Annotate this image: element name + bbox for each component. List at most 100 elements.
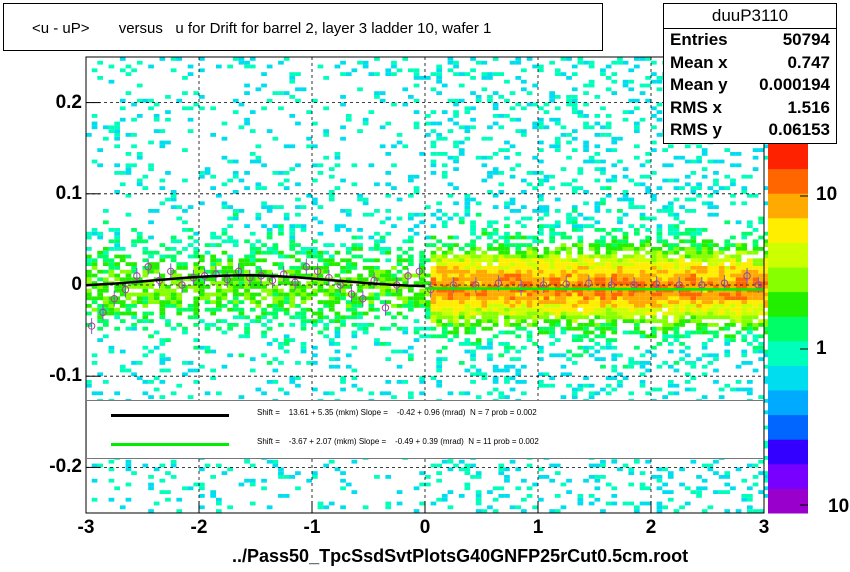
heatmap-cell: [481, 136, 488, 141]
heatmap-cell: [645, 300, 651, 304]
heatmap-cell: [153, 269, 160, 274]
heatmap-cell: [425, 273, 431, 278]
heatmap-cell: [334, 467, 341, 472]
heatmap-cell: [656, 79, 663, 84]
heatmap-cell: [707, 315, 714, 320]
heatmap-cell: [560, 269, 567, 274]
heatmap-cell: [747, 292, 753, 297]
heatmap-cell: [232, 304, 239, 308]
heatmap-cell: [764, 399, 770, 403]
heatmap-cell: [656, 467, 663, 472]
heatmap-cell: [125, 368, 132, 373]
heatmap-cell: [504, 380, 510, 384]
heatmap-cell: [538, 254, 544, 259]
heatmap-cell: [509, 266, 516, 270]
legend-text: Shift = 13.61 + 5.35 (mkm) Slope = -0.42…: [257, 408, 537, 417]
heatmap-cell: [521, 319, 527, 323]
heatmap-cell: [628, 98, 635, 103]
heatmap-cell: [701, 372, 708, 377]
heatmap-cell: [153, 117, 160, 122]
heatmap-cell: [667, 231, 674, 236]
heatmap-cell: [103, 288, 109, 293]
heatmap-cell: [244, 334, 250, 339]
heatmap-cell: [492, 292, 499, 297]
heatmap-cell: [707, 304, 714, 308]
heatmap-cell: [758, 216, 764, 221]
heatmap-cell: [566, 220, 572, 225]
heatmap-cell: [204, 307, 211, 312]
heatmap-cell: [577, 250, 584, 255]
heatmap-cell: [526, 315, 533, 320]
heatmap-cell: [481, 231, 488, 236]
heatmap-cell: [419, 292, 425, 297]
heatmap-cell: [481, 376, 488, 380]
heatmap-cell: [436, 296, 442, 301]
heatmap-cell: [312, 250, 318, 255]
heatmap-cell: [679, 205, 685, 209]
heatmap-cell: [125, 167, 132, 171]
heatmap-cell: [628, 330, 635, 335]
heatmap-cell: [679, 307, 685, 312]
heatmap-cell: [622, 269, 629, 274]
heatmap-cell: [289, 475, 296, 479]
heatmap-cell: [656, 250, 663, 255]
heatmap-cell: [611, 304, 618, 308]
heatmap-cell: [108, 64, 115, 69]
heatmap-cell: [266, 304, 273, 308]
heatmap-cell: [114, 311, 120, 316]
heatmap-cell: [114, 228, 120, 232]
heatmap-cell: [560, 277, 567, 282]
heatmap-cell: [204, 277, 211, 282]
heatmap-cell: [419, 262, 425, 266]
heatmap-cell: [617, 216, 623, 221]
heatmap-cell: [278, 323, 284, 327]
heatmap-cell: [634, 266, 640, 270]
heatmap-cell: [436, 334, 442, 339]
heatmap-cell: [656, 501, 663, 506]
heatmap-cell: [566, 292, 572, 297]
heatmap-cell: [543, 292, 550, 297]
heatmap-cell: [227, 159, 233, 164]
heatmap-cell: [142, 281, 149, 285]
heatmap-cell: [611, 311, 618, 316]
heatmap-cell: [741, 266, 748, 270]
heatmap-cell: [249, 300, 256, 304]
heatmap-cell: [216, 262, 222, 266]
heatmap-cell: [498, 266, 505, 270]
heatmap-cell: [441, 304, 448, 308]
heatmap-cell: [340, 288, 346, 293]
heatmap-cell: [108, 258, 115, 263]
heatmap-cell: [577, 353, 584, 358]
heatmap-cell: [747, 380, 753, 384]
heatmap-cell: [312, 144, 318, 149]
heatmap-cell: [560, 133, 567, 137]
heatmap-cell: [266, 247, 273, 251]
heatmap-cell: [639, 372, 646, 377]
stats-row-rms-y: RMS y 0.06153: [664, 119, 836, 142]
heatmap-cell: [176, 304, 183, 308]
heatmap-cell: [673, 155, 680, 160]
heatmap-cell: [475, 288, 482, 293]
heatmap-cell: [458, 285, 465, 289]
heatmap-cell: [701, 174, 708, 179]
heatmap-cell: [662, 338, 668, 342]
heatmap-cell: [515, 349, 522, 354]
heatmap-cell: [504, 277, 510, 282]
heatmap-cell: [487, 254, 493, 259]
heatmap-cell: [232, 281, 239, 285]
heatmap-cell: [312, 163, 318, 168]
heatmap-cell: [690, 361, 697, 365]
heatmap-cell: [193, 300, 200, 304]
heatmap-cell: [125, 497, 132, 502]
heatmap-cell: [413, 68, 420, 73]
heatmap-cell: [374, 231, 380, 236]
heatmap-cell: [413, 212, 420, 217]
heatmap-cell: [492, 497, 499, 502]
heatmap-cell: [543, 330, 550, 335]
heatmap-cell: [153, 501, 160, 506]
heatmap-cell: [261, 106, 267, 111]
heatmap-cell: [662, 243, 668, 247]
heatmap-cell: [560, 292, 567, 297]
heatmap-cell: [509, 288, 516, 293]
heatmap-cell: [475, 319, 482, 323]
